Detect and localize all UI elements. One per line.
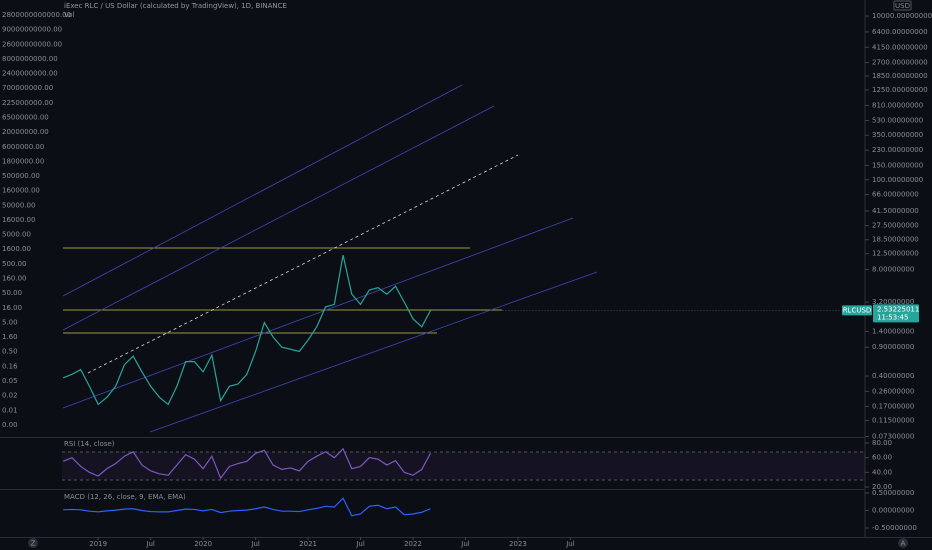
zoom-label[interactable]: Z bbox=[31, 540, 36, 548]
volume-axis-label: 1800000.00 bbox=[2, 157, 44, 165]
x-tick-label: Jul bbox=[460, 540, 470, 548]
y-tick-label: 12.50000000 bbox=[872, 250, 919, 258]
y-tick-label: 3.20000000 bbox=[872, 298, 914, 306]
y-tick-label: 2700.00000000 bbox=[872, 59, 928, 67]
volume-axis-label: 90000000000.00 bbox=[2, 26, 62, 34]
volume-axis-label: 16.00 bbox=[2, 304, 22, 312]
volume-axis-label: 6000000.00 bbox=[2, 143, 44, 151]
volume-axis-label: 160000.00 bbox=[2, 187, 40, 195]
macd-title: MACD (12, 26, close, 9, EMA, EMA) bbox=[64, 493, 186, 501]
countdown: 11:53:45 bbox=[877, 313, 908, 321]
volume-axis-label: 160.00 bbox=[2, 275, 27, 283]
y-tick-label: 0.90000000 bbox=[872, 343, 914, 351]
trend-line bbox=[62, 217, 574, 409]
zoom-button[interactable] bbox=[28, 538, 38, 548]
dashed-trend-line bbox=[87, 154, 519, 374]
y-tick-label: 0.11500000 bbox=[872, 416, 914, 424]
y-tick-label: 0.26000000 bbox=[872, 387, 914, 395]
y-tick-label: 810.00000000 bbox=[872, 101, 923, 109]
y-tick-label: 18.50000000 bbox=[872, 236, 919, 244]
x-tick-label: 2019 bbox=[89, 540, 107, 548]
volume-axis-label: 0.02 bbox=[2, 392, 18, 400]
x-tick-label: Jul bbox=[145, 540, 155, 548]
y-tick-label: 66.00000000 bbox=[872, 191, 919, 199]
volume-axis-label: 0.16 bbox=[2, 362, 18, 370]
price-tag bbox=[873, 304, 919, 323]
symbol-tag bbox=[842, 305, 872, 316]
volume-axis-label: 65000000.00 bbox=[2, 113, 49, 121]
y-tick-label: 100.00000000 bbox=[872, 176, 923, 184]
x-tick-label: 2021 bbox=[299, 540, 317, 548]
currency[interactable]: USD bbox=[895, 2, 910, 10]
volume-axis-label: 500.00 bbox=[2, 260, 27, 268]
y-tick-label: 10000.00000000 bbox=[872, 12, 932, 20]
volume-axis-label: 2400000000.00 bbox=[2, 70, 58, 78]
price-label: 2.53225011 bbox=[877, 305, 919, 313]
y-tick-label: 8.00000000 bbox=[872, 266, 914, 274]
volume-label: Vol bbox=[64, 11, 75, 19]
x-tick-label: Jul bbox=[565, 540, 575, 548]
x-tick-label: Jul bbox=[250, 540, 260, 548]
chart-title: iExec RLC / US Dollar (calculated by Tra… bbox=[64, 2, 287, 10]
volume-axis-label: 16000.00 bbox=[2, 216, 35, 224]
x-tick-label: 2022 bbox=[404, 540, 422, 548]
y-tick-label: 41.50000000 bbox=[872, 207, 919, 215]
volume-axis-label: 2800000000000.00 bbox=[2, 11, 71, 19]
series-line bbox=[63, 497, 431, 517]
y-tick-label: 1250.00000000 bbox=[872, 86, 928, 94]
y-tick-label: 60.00 bbox=[872, 454, 892, 462]
volume-axis-label: 50.00 bbox=[2, 289, 22, 297]
y-tick-label: 80.00 bbox=[872, 439, 892, 447]
y-tick-label: 0.40000000 bbox=[872, 372, 914, 380]
rsi-title: RSI (14, close) bbox=[64, 440, 115, 448]
y-tick-label: 530.00000000 bbox=[872, 116, 923, 124]
volume-axis-label: 225000000.00 bbox=[2, 99, 53, 107]
auto-label[interactable]: A bbox=[901, 540, 906, 548]
volume-axis-label: 0.05 bbox=[2, 377, 18, 385]
y-tick-label: 4150.00000000 bbox=[872, 43, 928, 51]
y-tick-label: 0.00000000 bbox=[872, 507, 914, 515]
volume-axis-label: 0.50 bbox=[2, 348, 18, 356]
y-tick-label: 20.00 bbox=[872, 483, 892, 491]
drawings bbox=[62, 84, 598, 433]
y-tick-label: 150.00000000 bbox=[872, 161, 923, 169]
y-tick-label: 0.50000000 bbox=[872, 489, 914, 497]
y-tick-label: 230.00000000 bbox=[872, 146, 923, 154]
series-line bbox=[62, 254, 432, 406]
y-tick-label: -0.50000000 bbox=[872, 524, 917, 532]
y-tick-label: 0.07300000 bbox=[872, 433, 914, 441]
volume-axis-label: 500000.00 bbox=[2, 172, 40, 180]
y-tick-label: 27.50000000 bbox=[872, 222, 919, 230]
volume-axis-label: 0.01 bbox=[2, 406, 18, 414]
y-tick-label: 0.17000000 bbox=[872, 402, 914, 410]
y-tick-label: 40.00 bbox=[872, 468, 892, 476]
trend-line bbox=[62, 84, 463, 297]
volume-axis-label: 0.00 bbox=[2, 421, 18, 429]
volume-axis-label: 8000000000.00 bbox=[2, 55, 58, 63]
volume-axis-label: 26000000000.00 bbox=[2, 40, 62, 48]
y-tick-label: 1850.00000000 bbox=[872, 72, 928, 80]
y-tick-label: 6400.00000000 bbox=[872, 28, 928, 36]
volume-axis-label: 50000.00 bbox=[2, 201, 35, 209]
auto-button[interactable] bbox=[898, 538, 908, 548]
volume-axis-label: 700000000.00 bbox=[2, 84, 53, 92]
x-tick-label: Jul bbox=[355, 540, 365, 548]
currency-box[interactable] bbox=[893, 0, 912, 11]
volume-axis-label: 5.00 bbox=[2, 318, 18, 326]
volume-axis-label: 1.60 bbox=[2, 333, 18, 341]
y-tick-label: 350.00000000 bbox=[872, 131, 923, 139]
symbol-label: RLCUSD bbox=[843, 306, 872, 314]
rsi-band bbox=[62, 452, 865, 480]
volume-axis-label: 1600.00 bbox=[2, 245, 31, 253]
y-tick-label: 1.40000000 bbox=[872, 328, 914, 336]
x-tick-label: 2023 bbox=[509, 540, 527, 548]
x-tick-label: 2020 bbox=[194, 540, 212, 548]
trend-line bbox=[149, 271, 598, 433]
volume-axis-label: 5000.00 bbox=[2, 231, 31, 239]
trend-line bbox=[62, 105, 495, 331]
series-line bbox=[62, 447, 432, 480]
volume-axis-label: 20000000.00 bbox=[2, 128, 49, 136]
